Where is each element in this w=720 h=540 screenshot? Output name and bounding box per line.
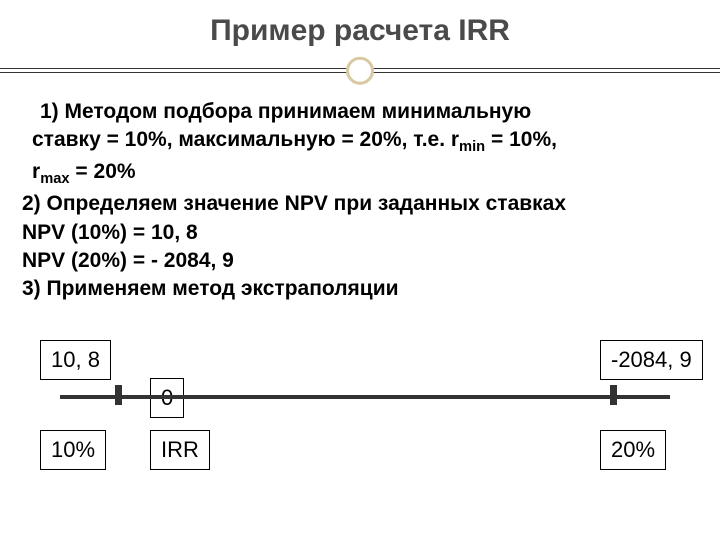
text-line: 1) Методом подбора принимаем минимальную <box>22 98 698 126</box>
text-line: 2) Определяем значение NPV при заданных … <box>22 190 698 218</box>
subscript: max <box>40 172 69 188</box>
npv-left-box: 10, 8 <box>40 340 111 380</box>
text-fragment: ставку = 10%, максимальную = 20%, т.е. r <box>32 128 459 151</box>
number-line <box>60 395 670 399</box>
slide-title: Пример расчета IRR <box>0 0 720 54</box>
text-fragment: r <box>32 160 40 183</box>
title-divider <box>0 58 720 88</box>
slide: Пример расчета IRR 1) Методом подбора пр… <box>0 0 720 540</box>
subscript: min <box>459 140 485 156</box>
text-line: NPV (20%) = - 2084, 9 <box>22 247 698 275</box>
text-line: ставку = 10%, максимальную = 20%, т.е. r… <box>22 126 698 158</box>
text-line: NPV (10%) = 10, 8 <box>22 219 698 247</box>
body-text: 1) Методом подбора принимаем минимальную… <box>0 88 720 304</box>
rate-left-box: 10% <box>40 430 106 470</box>
irr-box: IRR <box>150 430 210 470</box>
npv-right-box: -2084, 9 <box>600 340 703 380</box>
text-line: rmax = 20% <box>22 158 698 190</box>
tick-left <box>115 385 122 405</box>
rate-right-box: 20% <box>600 430 666 470</box>
divider-circle-icon <box>346 57 374 85</box>
text-fragment: = 20% <box>70 160 136 183</box>
text-fragment: = 10%, <box>485 128 557 151</box>
tick-right <box>610 385 617 405</box>
text-line: 3) Применяем метод экстраполяции <box>22 275 698 303</box>
